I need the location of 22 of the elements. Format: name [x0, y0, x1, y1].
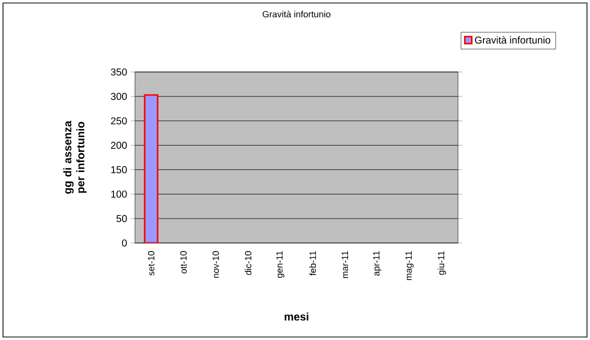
legend-label: Gravità infortunio [475, 36, 550, 44]
y-tick-label: 350 [110, 68, 127, 76]
x-tick-label: ott-10 [180, 251, 187, 274]
x-tick-label: gen-11 [276, 251, 284, 278]
x-tick-label: dic-10 [244, 251, 252, 275]
y-tick-label: 100 [111, 190, 127, 198]
y-tick-label: 250 [111, 117, 127, 124]
x-tick-label: mar-11 [342, 251, 348, 278]
y-tick-label: 300 [110, 92, 127, 100]
y-tick-label: 200 [111, 142, 127, 149]
x-axis-title: mesi [284, 312, 308, 321]
x-tick-label: mag-11 [406, 251, 414, 280]
x-tick-label: feb-11 [309, 251, 316, 276]
x-tick-label: giu-11 [438, 251, 446, 275]
chart-title: Gravità infortunio [262, 10, 330, 18]
y-tick-label: 150 [111, 166, 127, 174]
y-tick-label: 50 [116, 215, 127, 222]
x-tick-label: set-10 [148, 251, 154, 276]
y-tick-label: 0 [122, 239, 127, 247]
x-tick-label: nov-10 [212, 251, 219, 278]
y-axis-title: gg di assenza per infortunio [63, 120, 87, 194]
x-tick-label: apr-11 [373, 251, 382, 276]
